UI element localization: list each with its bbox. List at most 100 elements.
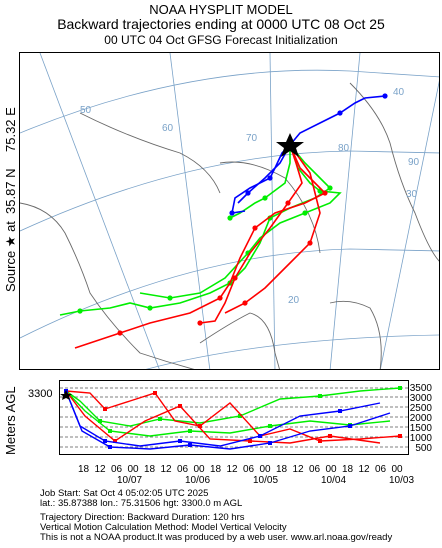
latitude-line-20 [145, 334, 439, 369]
height-trajectory-marker [178, 404, 182, 408]
height-hour-label: 12 [160, 464, 172, 475]
longitude-line-75 [329, 53, 361, 369]
height-trajectory-line [65, 390, 401, 442]
trajectory-marker [117, 330, 123, 336]
source-height-label: 3300 [28, 388, 53, 400]
trajectory-line [224, 144, 321, 314]
source-star-icon [276, 133, 304, 157]
trajectory-marker [242, 300, 248, 306]
trajectory-line [237, 144, 291, 204]
height-trajectory-marker [108, 429, 112, 433]
height-trajectory-marker [238, 414, 242, 418]
trajectory-marker [217, 295, 223, 301]
height-tick-1500: 1500 [409, 423, 432, 434]
trajectory-marker [382, 93, 388, 99]
height-trajectory-marker [318, 439, 322, 443]
height-hour-label: 00 [259, 464, 271, 475]
height-trajectory-marker [188, 429, 192, 433]
border-line-2 [219, 161, 321, 254]
latitude-line-50 [20, 69, 439, 134]
trajectory-marker [229, 210, 235, 216]
height-hour-label: 18 [78, 464, 90, 475]
lon-label-90: 90 [408, 157, 420, 168]
trajectory-marker [77, 308, 83, 314]
border-line-1 [349, 82, 439, 262]
border-line-3 [79, 112, 221, 194]
source-prefix-label: Source ★ at [3, 221, 18, 292]
latitude-line-30 [20, 248, 439, 339]
height-trajectory-marker [338, 409, 342, 413]
height-trajectory-marker [398, 386, 402, 390]
height-hour-label: 00 [193, 464, 205, 475]
height-trajectory-line [65, 390, 391, 437]
height-trajectory-marker [258, 434, 262, 438]
trajectory-marker [337, 110, 343, 116]
lon-label-80: 80 [338, 143, 350, 154]
coastline-east [329, 300, 382, 369]
longitude-line-65 [169, 53, 211, 369]
height-trajectory-marker [113, 439, 117, 443]
height-trajectory-marker [348, 424, 352, 428]
trajectory-marker [147, 305, 153, 311]
vertical-motion-line: Vertical Motion Calculation Method: Mode… [40, 522, 287, 533]
map-svg [20, 53, 439, 369]
trajectory-marker [302, 210, 308, 216]
trajectory-line [289, 95, 386, 146]
height-svg [60, 386, 408, 450]
trajectory-title: Backward trajectories ending at 0000 UTC… [57, 16, 385, 32]
height-axis-label: Meters AGL [3, 386, 18, 455]
trajectory-line [59, 144, 332, 316]
height-trajectory-marker [158, 417, 162, 421]
height-trajectory-marker [108, 445, 112, 449]
location-line: lat.: 35.87388 lon.: 75.31506 hgt: 3300.… [40, 498, 243, 509]
coastline-peninsula [199, 312, 280, 369]
model-title: NOAA HYSPLIT MODEL [149, 2, 293, 17]
height-panel [59, 380, 409, 455]
source-lat-label: 35.87 N [3, 168, 18, 214]
trajectory-line [74, 144, 327, 349]
trajectory-marker [285, 200, 291, 206]
height-trajectory-marker [188, 443, 192, 447]
height-trajectory-line [65, 390, 381, 447]
height-hour-label: 18 [210, 464, 222, 475]
latitude-line-40 [20, 150, 439, 232]
height-date-label: 10/06 [185, 475, 211, 486]
trajectory-marker [197, 320, 203, 326]
lat-label-40: 40 [393, 87, 405, 98]
height-source-star-icon [60, 390, 72, 400]
lat-label-30: 30 [406, 189, 418, 200]
job-start-line: Job Start: Sat Oct 4 05:02:05 UTC 2025 [40, 488, 209, 499]
height-hour-label: 00 [127, 464, 139, 475]
trajectory-marker [252, 225, 258, 231]
height-hour-label: 06 [111, 464, 123, 475]
lat-label-50: 50 [80, 105, 92, 116]
disclaimer-line: This is not a NOAA product.It was produc… [40, 532, 393, 543]
height-hour-label: 18 [342, 464, 354, 475]
trajectory-line [139, 144, 342, 299]
height-trajectory-marker [98, 419, 102, 423]
longitude-line-80 [380, 80, 439, 369]
height-trajectory-marker [103, 407, 107, 411]
forecast-subtitle: 00 UTC 04 Oct GFSG Forecast Initializati… [104, 33, 338, 47]
height-hour-label: 18 [144, 464, 156, 475]
trajectory-marker [232, 275, 238, 281]
height-tick-2500: 2500 [409, 403, 432, 414]
height-trajectory-marker [318, 394, 322, 398]
height-trajectory-marker [103, 439, 107, 443]
trajectory-marker [262, 195, 268, 201]
lat-label-20: 20 [288, 295, 300, 306]
height-trajectory-marker [398, 434, 402, 438]
height-hour-label: 00 [391, 464, 403, 475]
height-trajectory-marker [178, 439, 182, 443]
coastlines [20, 82, 439, 369]
graticule [20, 53, 439, 369]
height-trajectory-line [65, 390, 381, 444]
height-hour-label: 12 [358, 464, 370, 475]
height-trajectory-marker [153, 391, 157, 395]
height-trajectory-line [65, 390, 391, 450]
height-hour-label: 18 [276, 464, 288, 475]
height-trajectory-marker [268, 424, 272, 428]
trajectory-marker [245, 190, 251, 196]
lon-label-70: 70 [246, 133, 258, 144]
